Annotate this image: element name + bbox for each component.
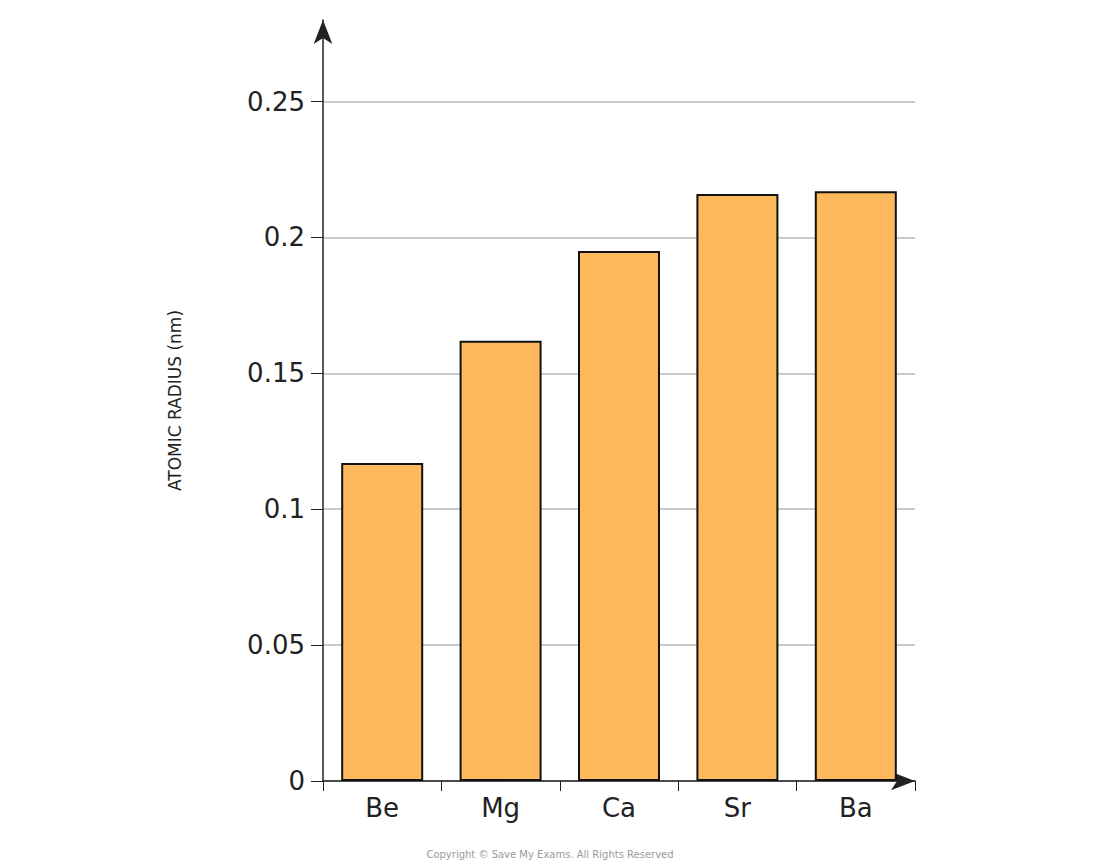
svg-text:Ca: Ca bbox=[602, 793, 636, 823]
svg-text:0.25: 0.25 bbox=[247, 87, 305, 117]
svg-text:0: 0 bbox=[288, 766, 305, 796]
svg-text:Ba: Ba bbox=[839, 793, 873, 823]
svg-text:0.15: 0.15 bbox=[247, 358, 305, 388]
svg-text:0.05: 0.05 bbox=[247, 630, 305, 660]
svg-text:Sr: Sr bbox=[724, 793, 752, 823]
svg-text:ATOMIC RADIUS (nm): ATOMIC RADIUS (nm) bbox=[165, 310, 185, 491]
svg-text:Be: Be bbox=[365, 793, 399, 823]
svg-text:Copyright © Save My Exams. All: Copyright © Save My Exams. All Rights Re… bbox=[426, 849, 673, 860]
svg-text:0.2: 0.2 bbox=[264, 222, 305, 252]
svg-text:0.1: 0.1 bbox=[264, 494, 305, 524]
svg-text:Mg: Mg bbox=[481, 793, 520, 823]
